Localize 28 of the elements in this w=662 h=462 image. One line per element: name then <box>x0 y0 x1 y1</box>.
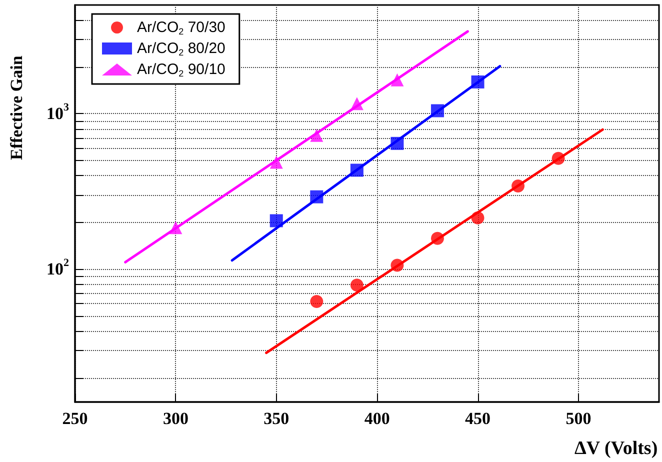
x-tick-label: 300 <box>162 409 188 428</box>
point <box>430 104 444 118</box>
point <box>310 190 324 204</box>
point <box>169 221 182 234</box>
point <box>310 128 324 142</box>
point <box>350 97 364 110</box>
x-tick-label: 450 <box>465 409 491 428</box>
point <box>471 211 484 224</box>
x-axis-title: ΔV (Volts) <box>574 438 658 459</box>
x-tick-label: 250 <box>62 409 88 428</box>
y-tick-label: 10$^{2}$ <box>46 257 70 279</box>
point <box>310 295 324 308</box>
point <box>390 258 404 272</box>
x-tick-label: 400 <box>364 409 390 428</box>
point <box>512 179 525 192</box>
point <box>350 164 364 177</box>
point <box>270 156 283 169</box>
point <box>430 232 444 245</box>
point <box>350 278 364 292</box>
point <box>471 75 484 88</box>
point <box>390 136 404 150</box>
y-axis-title: Effective Gain <box>7 55 26 160</box>
x-tick-label: 350 <box>264 409 290 428</box>
point <box>552 152 565 165</box>
point <box>270 214 283 228</box>
y-tick-label: 10$^{3}$ <box>46 102 70 124</box>
x-tick-label: 500 <box>566 409 592 428</box>
point <box>390 73 404 86</box>
